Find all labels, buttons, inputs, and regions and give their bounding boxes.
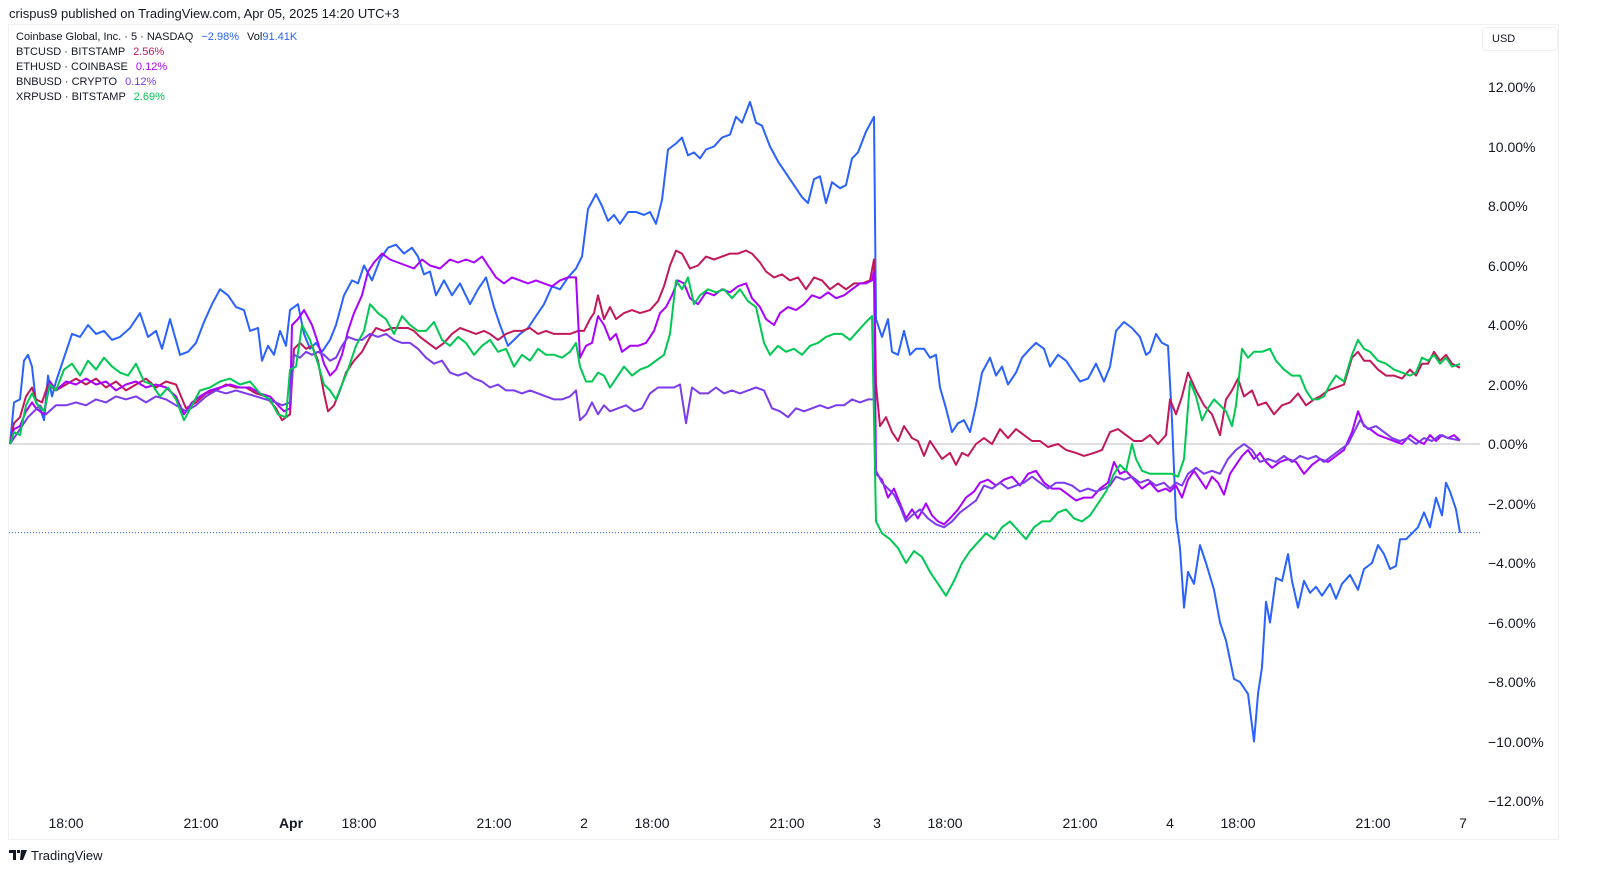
y-tick-label: −8.00%: [1488, 674, 1536, 690]
y-tick-label: −12.00%: [1488, 793, 1544, 809]
y-tick-label: 6.00%: [1488, 257, 1528, 274]
y-tick-label: −6.00%: [1488, 614, 1536, 631]
x-tick-label: 4: [1166, 815, 1174, 831]
legend-symbol: XRPUSD · BITSTAMP: [16, 91, 126, 103]
x-tick-label: 21:00: [1355, 815, 1391, 831]
legend-symbol: BNBUSD · CRYPTO: [16, 76, 118, 88]
legend-row-eth[interactable]: ETHUSD · COINBASE 0.12%: [16, 60, 297, 75]
x-tick-label: 21:00: [769, 815, 805, 831]
x-tick-label: 18:00: [48, 815, 84, 831]
y-tick-label: 12.00%: [1488, 79, 1536, 95]
tradingview-logo-text: TradingView: [31, 848, 103, 863]
tradingview-logo[interactable]: TradingView: [9, 848, 103, 863]
series-line-coinbase-global-inc-coin-[interactable]: [9, 100, 1461, 743]
legend-symbol: Coinbase Global, Inc. · 5 · NASDAQ: [16, 31, 194, 43]
y-tick-label: 10.00%: [1488, 138, 1536, 155]
x-tick-label: 21:00: [183, 815, 219, 831]
legend-change: −2.98%: [201, 31, 239, 43]
y-tick-label: 8.00%: [1488, 198, 1528, 214]
legend-change: 0.12%: [135, 61, 168, 73]
y-tick-label: 0.00%: [1488, 436, 1528, 452]
currency-button[interactable]: USD: [1482, 27, 1558, 51]
y-tick-label: −4.00%: [1488, 555, 1536, 571]
x-tick-label: 3: [873, 815, 881, 831]
legend-symbol: BTCUSD · BITSTAMP: [16, 46, 125, 58]
series-line-ethusd[interactable]: [9, 252, 1461, 526]
series-line-bnbusd[interactable]: [9, 332, 1461, 529]
x-tick-label: 18:00: [927, 815, 963, 831]
x-tick-label: 21:00: [476, 815, 512, 831]
legend-row-btc[interactable]: BTCUSD · BITSTAMP 2.56%: [16, 45, 297, 60]
publisher-caption: crispus9 published on TradingView.com, A…: [9, 6, 400, 21]
legend-volume-value: 91.41K: [262, 31, 298, 43]
x-tick-label: 21:00: [1062, 815, 1098, 831]
legend-change: 0.12%: [125, 76, 157, 88]
y-tick-label: 2.00%: [1488, 376, 1528, 393]
legend-change: 2.69%: [133, 91, 165, 103]
x-tick-label: 2: [580, 815, 588, 831]
x-tick-label: 18:00: [341, 815, 377, 831]
x-tick-label: Apr: [278, 815, 304, 831]
tradingview-logo-icon: [9, 848, 27, 863]
legend-volume-label: Vol: [247, 31, 263, 43]
x-tick-label: 18:00: [1220, 815, 1256, 831]
y-tick-label: −10.00%: [1488, 733, 1544, 750]
x-tick-label: 7: [1459, 815, 1467, 831]
y-tick-label: 4.00%: [1488, 317, 1528, 333]
legend-row-bnb[interactable]: BNBUSD · CRYPTO 0.12%: [16, 75, 297, 90]
legend-symbol: ETHUSD · COINBASE: [16, 61, 128, 73]
legend-row-xrp[interactable]: XRPUSD · BITSTAMP 2.69%: [16, 90, 297, 105]
chart-legend: Coinbase Global, Inc. · 5 · NASDAQ −2.98…: [16, 30, 297, 105]
x-tick-label: 18:00: [634, 815, 670, 831]
series-line-xrpusd[interactable]: [9, 276, 1461, 597]
legend-row-coin[interactable]: Coinbase Global, Inc. · 5 · NASDAQ −2.98…: [16, 30, 297, 45]
legend-change: 2.56%: [133, 46, 165, 58]
series-line-btcusd[interactable]: [9, 249, 1461, 466]
y-tick-label: −2.00%: [1488, 495, 1536, 512]
chart-frame[interactable]: [8, 24, 1559, 840]
